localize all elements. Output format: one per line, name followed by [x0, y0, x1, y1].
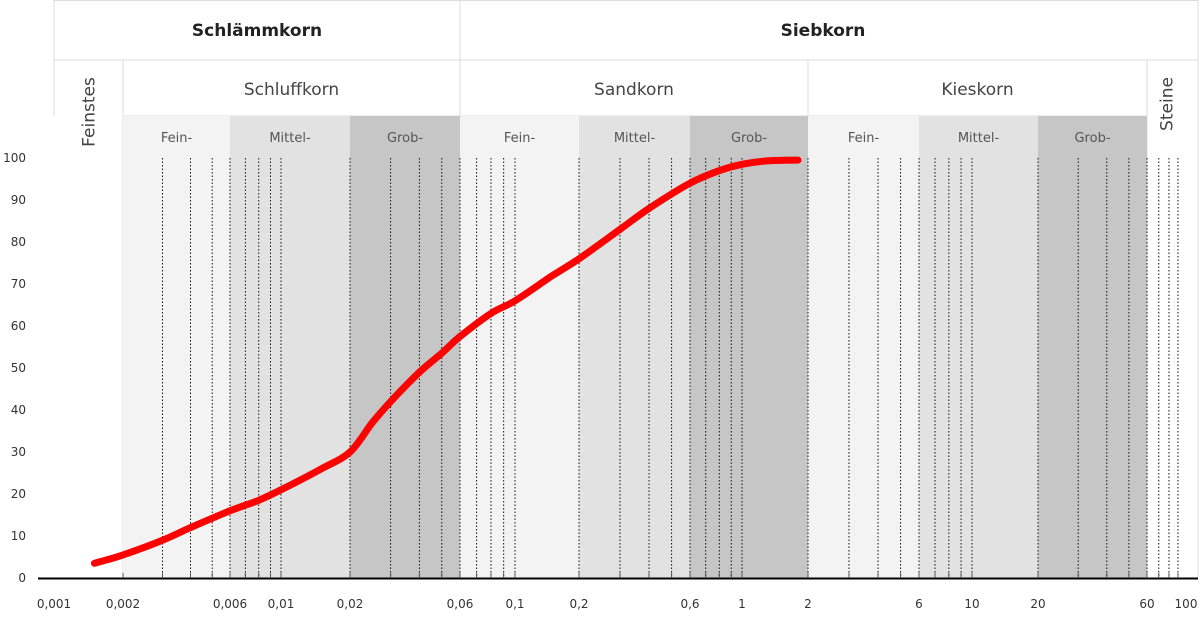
fraction-band [919, 116, 1038, 578]
y-tick-label: 50 [11, 361, 26, 375]
y-tick-label: 40 [11, 403, 26, 417]
y-tick-label: 80 [11, 235, 26, 249]
band-label: Fein- [504, 131, 536, 146]
dotted-minor-gridlines [161, 158, 1179, 578]
y-tick-label: 90 [11, 193, 26, 207]
header-top-label: Schlämmkorn [192, 21, 322, 41]
band-label: Fein- [161, 131, 193, 146]
header-middle-label: Sandkorn [594, 80, 674, 100]
fraction-band [230, 116, 350, 578]
x-tick-label: 0,01 [268, 597, 295, 611]
fraction-headers: Fein- Mittel- Grob- Fein- Mittel- Grob- Fein- M… [80, 21, 1178, 147]
band-label: Grob- [731, 131, 767, 146]
header-top-label: Siebkorn [781, 21, 866, 41]
x-tick-label: 0,1 [505, 597, 524, 611]
x-tick-label: 6 [915, 597, 923, 611]
series-layer [90, 156, 802, 567]
fraction-band [123, 116, 230, 578]
x-tick-label: 0,002 [106, 597, 140, 611]
band-label: Grob- [1074, 131, 1110, 146]
header-middle-label: Schluffkorn [244, 80, 339, 100]
x-tick-label: 2 [804, 597, 812, 611]
x-tick-label: 10 [964, 597, 979, 611]
y-tick-label: 60 [11, 319, 26, 333]
x-tick-label: 0,001 [37, 597, 71, 611]
x-tick-label: 0,02 [337, 597, 364, 611]
grain-size-curve [90, 156, 802, 567]
y-tick-label: 0 [18, 571, 26, 585]
fraction-band [690, 116, 808, 578]
band-label: Mittel- [614, 131, 656, 146]
x-tick-label: 1 [738, 597, 746, 611]
y-axis-ticks: 0 10 20 30 40 50 60 70 80 90 100 [3, 151, 26, 585]
x-tick-label: 0,006 [213, 597, 247, 611]
y-tick-label: 100 [3, 151, 26, 165]
header-middle-label: Steine [1158, 77, 1178, 131]
x-tick-label: 0,06 [447, 597, 474, 611]
x-tick-label: 60 [1139, 597, 1154, 611]
band-label: Mittel- [269, 131, 311, 146]
x-axis-ticks: 0,001 0,002 0,006 0,01 0,02 0,06 0,1 0,2 0,6 1 2 6 1… [37, 573, 1198, 611]
band-label: Mittel- [958, 131, 1000, 146]
header-middle-label: Feinstes [80, 77, 100, 147]
fraction-band [579, 116, 690, 578]
x-tick-label: 100 [1175, 597, 1198, 611]
fraction-bands [123, 116, 1147, 578]
header-middle-label: Kieskorn [941, 80, 1013, 100]
y-tick-label: 70 [11, 277, 26, 291]
band-label: Fein- [848, 131, 880, 146]
x-tick-label: 0,2 [569, 597, 588, 611]
x-tick-label: 0,6 [680, 597, 699, 611]
fraction-band [1038, 116, 1147, 578]
band-label: Grob- [387, 131, 423, 146]
fraction-band [808, 116, 919, 578]
y-tick-label: 30 [11, 445, 26, 459]
fraction-band [460, 116, 579, 578]
x-tick-label: 20 [1030, 597, 1045, 611]
y-tick-label: 20 [11, 487, 26, 501]
y-tick-label: 10 [11, 529, 26, 543]
